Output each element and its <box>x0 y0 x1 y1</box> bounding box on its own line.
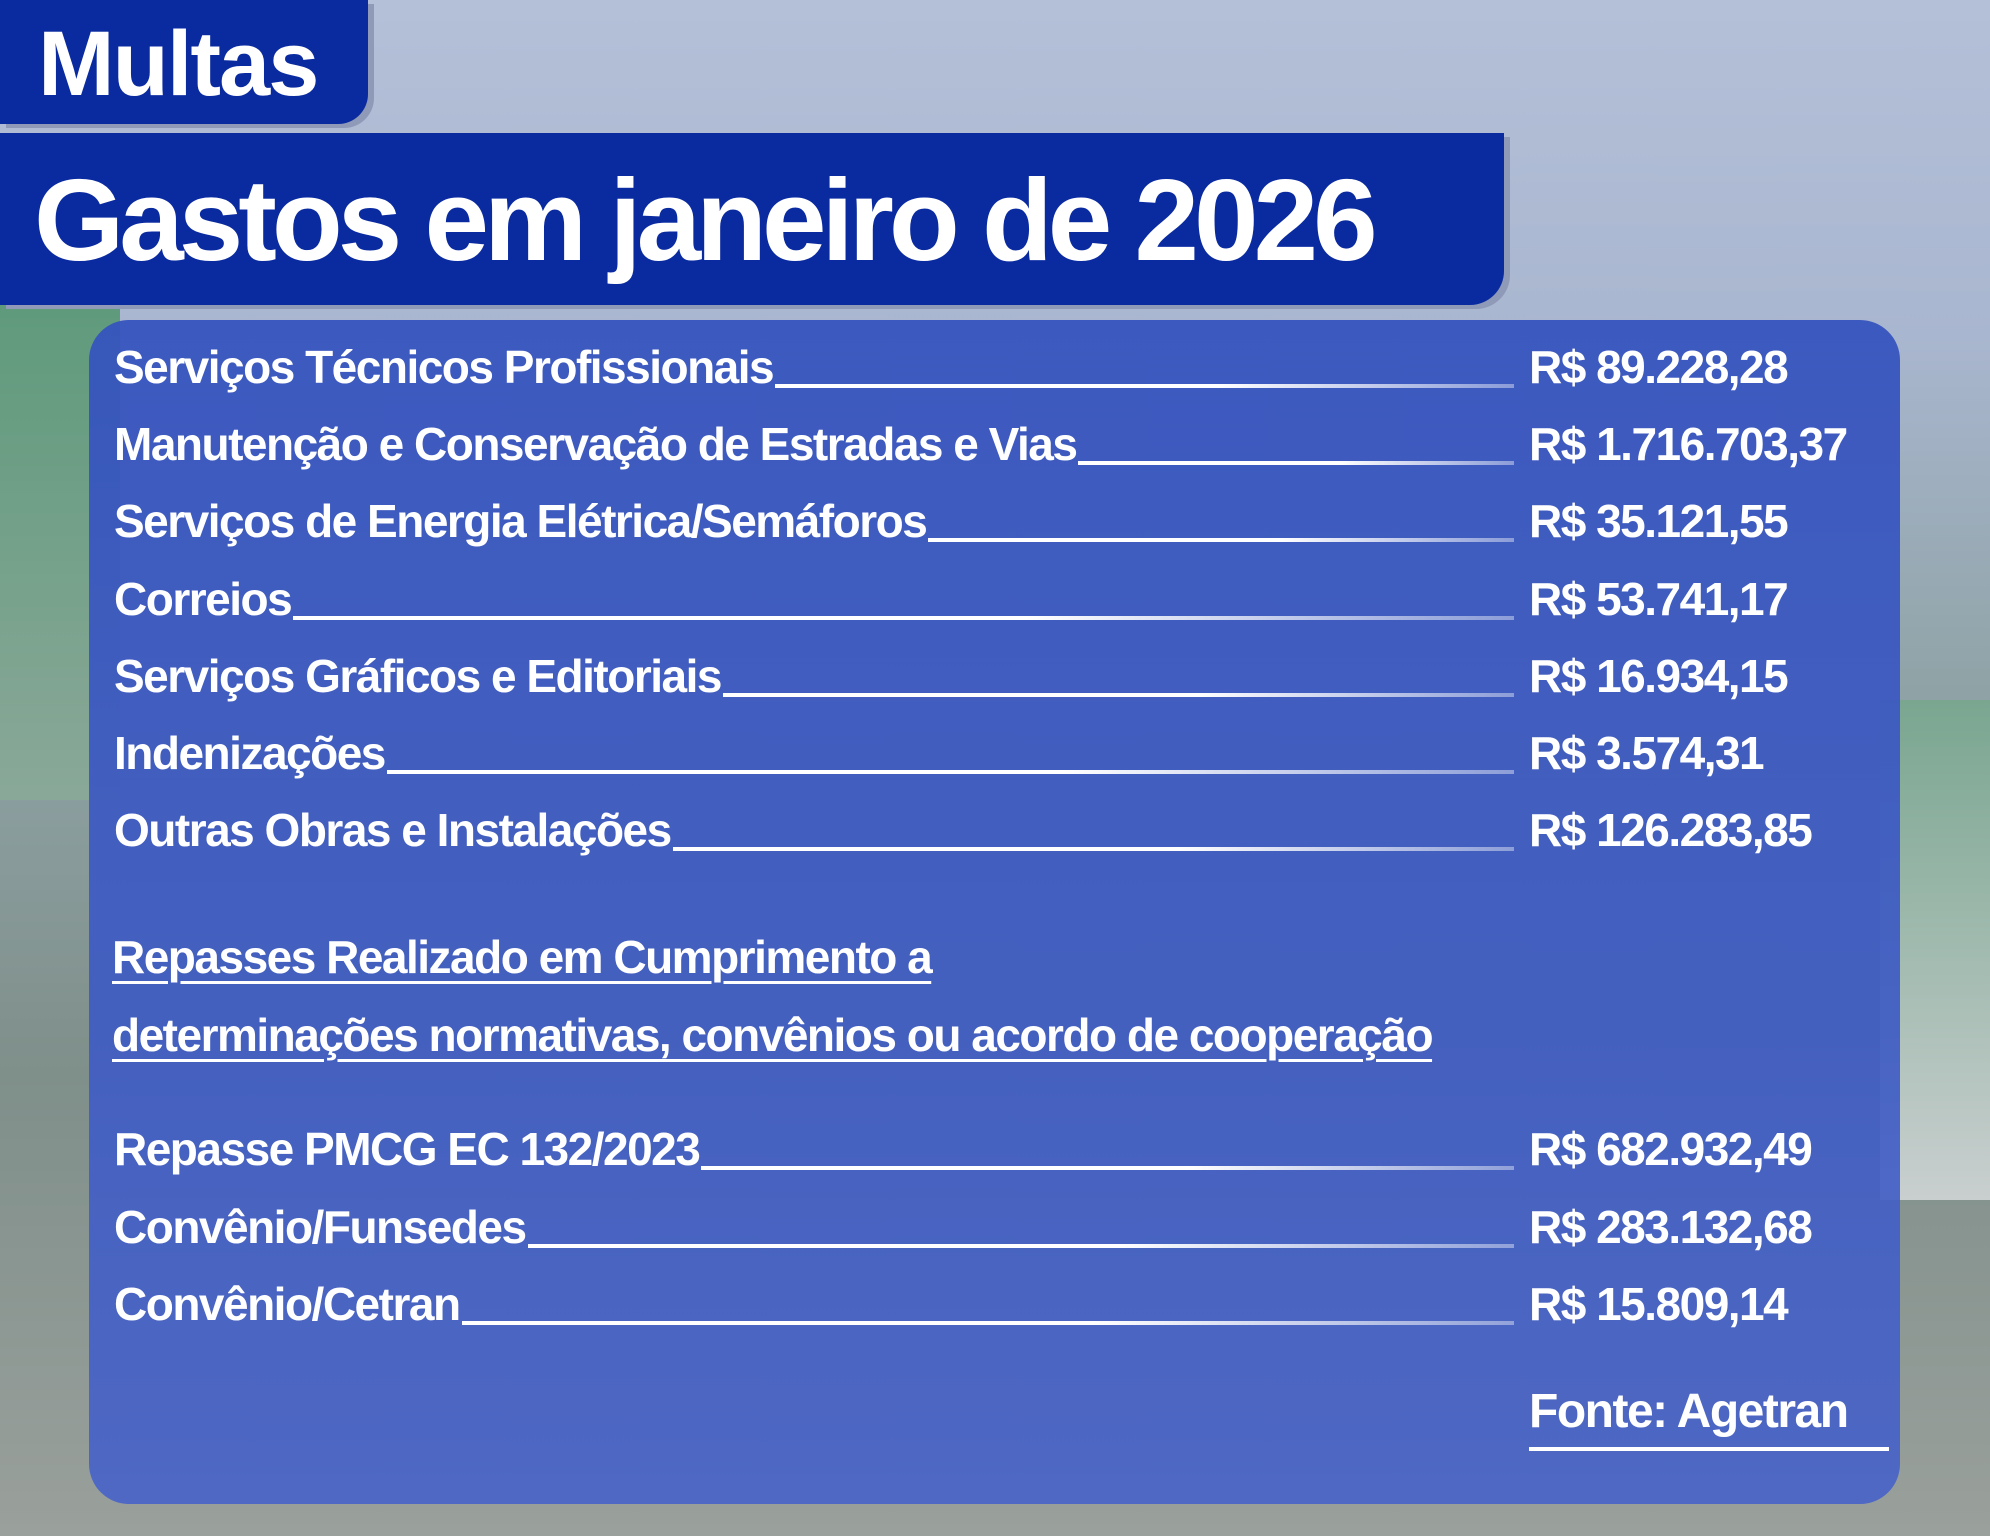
line-item: Serviços de Energia Elétrica/Semáforos R$… <box>114 492 1914 552</box>
leader-line <box>722 692 1514 697</box>
category-label: Multas <box>38 13 319 115</box>
leader-line <box>527 1243 1514 1248</box>
line-item-label-group: Serviços de Energia Elétrica/Semáforos <box>114 494 1514 548</box>
line-item: Manutenção e Conservação de Estradas e V… <box>114 415 1914 475</box>
line-item-label-group: Indenizações <box>114 726 1514 780</box>
leader-line <box>386 770 1514 774</box>
line-item-label: Serviços Gráficos e Editoriais <box>114 649 722 702</box>
line-item-label: Outras Obras e Instalações <box>114 804 672 857</box>
line-item: Outras Obras e Instalações R$ 126.283,85 <box>114 801 1914 861</box>
leader-line <box>701 1166 1514 1170</box>
line-item-label-group: Correios <box>114 572 1514 626</box>
line-item-value: R$ 16.934,15 <box>1529 649 1789 702</box>
line-item-label: Indenizações <box>114 727 386 779</box>
source-note: Fonte: Agetran <box>1529 1384 1889 1451</box>
line-item-label: Serviços Técnicos Profissionais <box>114 341 775 393</box>
line-item: Indenizações R$ 3.574,31 <box>114 724 1914 784</box>
line-item-label: Correios <box>114 572 293 625</box>
line-item-label-group: Repasse PMCG EC 132/2023 <box>114 1122 1514 1176</box>
transfers-heading-line-2: determinações normativas, convênios ou a… <box>112 1009 1434 1061</box>
line-item-value: R$ 15.809,14 <box>1529 1278 1789 1330</box>
line-item-label: Repasse PMCG EC 132/2023 <box>114 1123 701 1175</box>
line-item-value: R$ 283.132,68 <box>1529 1200 1813 1253</box>
line-item: Convênio/Funsedes R$ 283.132,68 <box>114 1198 1914 1258</box>
line-item: Serviços Técnicos Profissionais R$ 89.228… <box>114 338 1914 398</box>
line-item-label: Serviços de Energia Elétrica/Semáforos <box>114 495 928 548</box>
title-banner: Gastos em janeiro de 2026 <box>0 133 1504 305</box>
line-item-value: R$ 89.228,28 <box>1529 341 1789 393</box>
category-tag: Multas <box>0 0 368 124</box>
line-item-value: R$ 35.121,55 <box>1529 495 1789 548</box>
content-panel <box>89 320 1900 1504</box>
line-item-label-group: Manutenção e Conservação de Estradas e V… <box>114 417 1514 471</box>
line-item-label-group: Serviços Técnicos Profissionais <box>114 340 1514 394</box>
line-item-label-group: Outras Obras e Instalações <box>114 803 1514 857</box>
line-item-value: R$ 1.716.703,37 <box>1529 418 1848 471</box>
line-item-value: R$ 53.741,17 <box>1529 572 1789 625</box>
line-item-label: Convênio/Funsedes <box>114 1200 527 1253</box>
line-item-value: R$ 682.932,49 <box>1529 1123 1813 1175</box>
line-item-value: R$ 3.574,31 <box>1529 727 1765 779</box>
line-item-value: R$ 126.283,85 <box>1529 804 1813 857</box>
leader-line <box>293 615 1514 620</box>
leader-line <box>461 1321 1514 1325</box>
line-item: Repasse PMCG EC 132/2023 R$ 682.932,49 <box>114 1120 1914 1180</box>
leader-line <box>1078 461 1514 466</box>
line-item-label: Convênio/Cetran <box>114 1278 461 1330</box>
leader-line <box>672 847 1514 852</box>
page-title: Gastos em janeiro de 2026 <box>34 155 1378 285</box>
line-item: Serviços Gráficos e Editoriais R$ 16.934,… <box>114 647 1914 707</box>
transfers-heading-line-1: Repasses Realizado em Cumprimento a <box>112 931 933 983</box>
line-item-label: Manutenção e Conservação de Estradas e V… <box>114 418 1078 471</box>
line-item-label-group: Convênio/Cetran <box>114 1277 1514 1331</box>
line-item: Correios R$ 53.741,17 <box>114 570 1914 630</box>
line-item-label-group: Serviços Gráficos e Editoriais <box>114 649 1514 703</box>
line-item: Convênio/Cetran R$ 15.809,14 <box>114 1275 1914 1335</box>
leader-line <box>775 384 1514 388</box>
line-item-label-group: Convênio/Funsedes <box>114 1200 1514 1254</box>
leader-line <box>928 538 1514 543</box>
